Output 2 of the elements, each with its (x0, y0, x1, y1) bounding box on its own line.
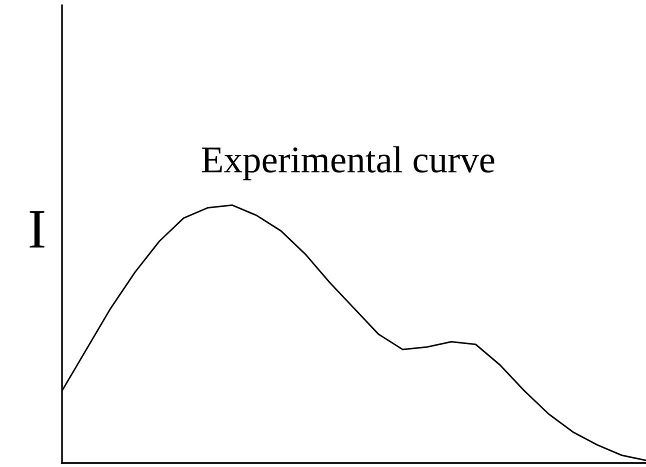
y-axis-title: I (30, 211, 44, 248)
text: Experimental curve (202, 146, 494, 180)
